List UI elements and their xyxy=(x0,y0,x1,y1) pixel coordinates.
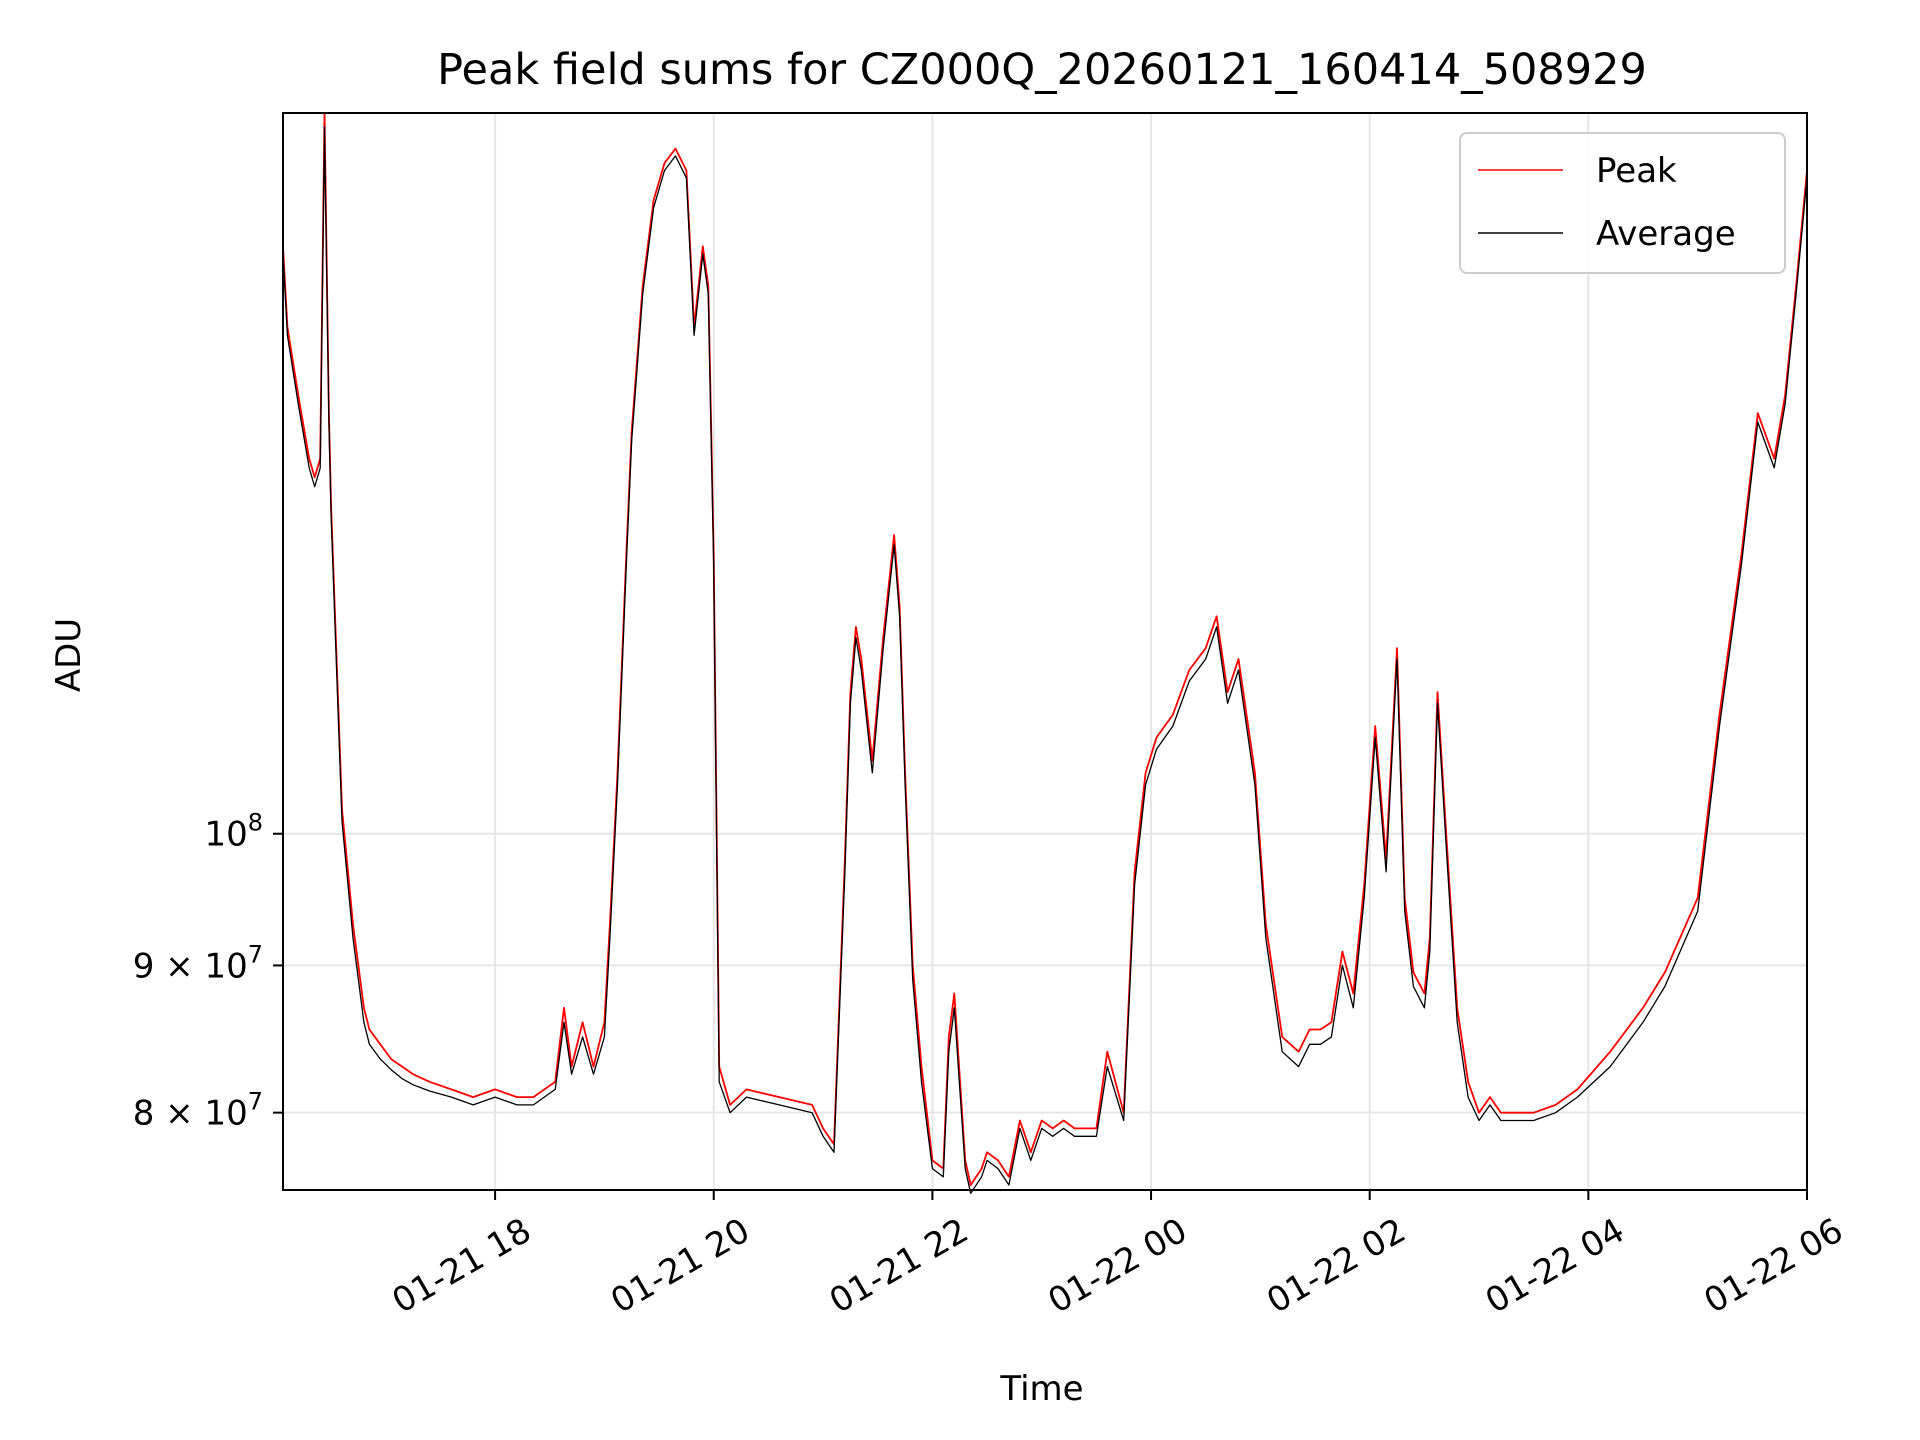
y-tick-label: 108 xyxy=(204,809,263,855)
y-tick-label: 9 × 107 xyxy=(133,940,263,986)
legend-label-average: Average xyxy=(1596,214,1736,254)
chart-title: Peak field sums for CZ000Q_20260121_1604… xyxy=(437,45,1647,95)
legend-box xyxy=(1459,132,1786,274)
x-axis-label: Time xyxy=(999,1369,1083,1409)
series-line-average xyxy=(282,126,1808,1194)
legend-label-peak: Peak xyxy=(1596,151,1677,191)
y-axis-label: ADU xyxy=(49,618,89,692)
plot-series xyxy=(282,112,1808,1194)
y-axis-ticks: 8 × 107 9 × 107 108 xyxy=(133,809,283,1134)
legend: Peak Average xyxy=(1459,132,1786,274)
plot-frame xyxy=(282,112,1808,1191)
y-tick-label: 8 × 107 xyxy=(133,1088,263,1134)
